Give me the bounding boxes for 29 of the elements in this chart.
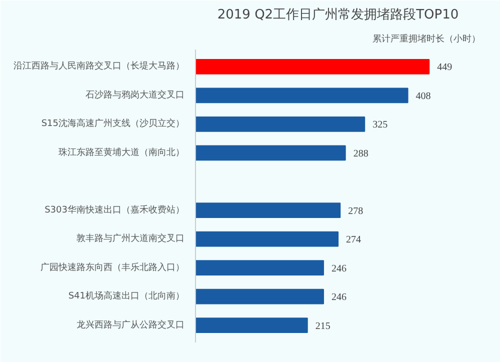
data-label: 246	[331, 263, 346, 274]
data-label: 325	[372, 120, 388, 131]
bar	[196, 260, 324, 276]
x-axis-title: 累计严重拥堵时长（小时）	[372, 34, 480, 44]
y-tick-label: 沿江西路与人民南路交叉口（长堤大马路）	[14, 60, 184, 72]
y-tick-label: S15沈海高速广州支线（沙贝立交）	[41, 118, 185, 130]
y-tick-label: 广园快速路东向西（丰乐北路入口）	[40, 262, 184, 273]
data-label: 449	[437, 62, 452, 74]
data-label: 288	[353, 148, 368, 160]
y-tick-label: S41机场高速出口（北向南）	[68, 290, 185, 302]
y-tick-label: 石沙路与鸦岗大道交叉口	[86, 89, 184, 100]
data-label: 278	[348, 206, 364, 217]
bar	[196, 116, 366, 132]
y-tick-label: 珠江东路至黄埔大道（南向北）	[58, 146, 184, 158]
bar	[196, 202, 341, 218]
chart-title: 2019 Q2工作日广州常发拥堵路段TOP10	[217, 8, 459, 22]
data-label: 408	[416, 90, 431, 102]
data-label: 274	[346, 234, 362, 246]
y-tick-label: S303华南快速出口（嘉禾收费站）	[44, 204, 185, 216]
bar	[196, 59, 430, 74]
data-label: 246	[331, 292, 346, 304]
bar	[196, 288, 324, 304]
bar	[196, 88, 408, 104]
bar	[196, 318, 308, 333]
bar	[196, 231, 339, 247]
y-tick-label: 敦丰路与广州大道南交叉口	[76, 233, 184, 244]
y-tick-label: 龙兴西路与广从公路交叉口	[76, 319, 184, 330]
data-label: 215	[315, 320, 330, 332]
bar	[196, 145, 346, 161]
